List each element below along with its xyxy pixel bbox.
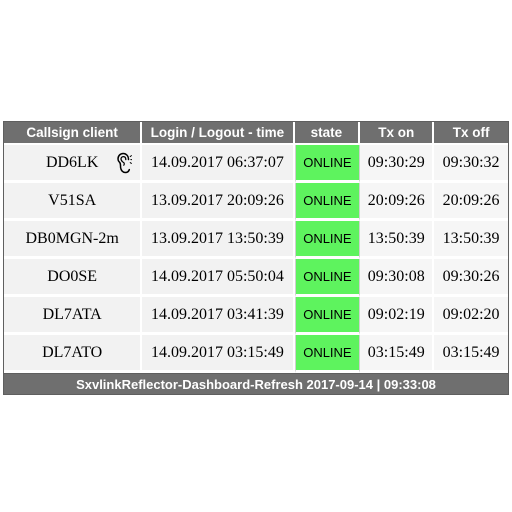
tx-on-cell: 13:50:39 bbox=[360, 221, 435, 259]
table-row: DD6LK 14.09.2017 06:37:07 ONLINE 09:30:2… bbox=[4, 145, 508, 183]
callsign-cell: DD6LK bbox=[4, 145, 143, 183]
tx-off-cell: 20:09:26 bbox=[434, 183, 508, 221]
callsign-text: DD6LK bbox=[45, 153, 99, 171]
tx-off-cell: 09:30:26 bbox=[434, 259, 508, 297]
tx-off-cell: 13:50:39 bbox=[434, 221, 508, 259]
dashboard-refresh-footer: SxvlinkReflector-Dashboard-Refresh 2017-… bbox=[4, 373, 508, 394]
state-online-badge: ONLINE bbox=[294, 145, 361, 183]
reflector-dashboard-table: Callsign client Login / Logout - time st… bbox=[3, 121, 509, 395]
state-online-badge: ONLINE bbox=[294, 297, 361, 335]
tx-off-cell: 09:02:20 bbox=[434, 297, 508, 335]
tx-on-cell: 20:09:26 bbox=[360, 183, 435, 221]
ear-icon bbox=[117, 152, 133, 173]
state-online-badge: ONLINE bbox=[294, 335, 361, 373]
header-row: Callsign client Login / Logout - time st… bbox=[4, 122, 508, 145]
header-callsign: Callsign client bbox=[4, 122, 143, 145]
state-online-badge: ONLINE bbox=[294, 259, 361, 297]
footer-row: SxvlinkReflector-Dashboard-Refresh 2017-… bbox=[4, 373, 508, 394]
callsign-cell: DL7ATA bbox=[4, 297, 143, 335]
callsign-cell: DL7ATO bbox=[4, 335, 143, 373]
table-row: DO0SE 14.09.2017 05:50:04 ONLINE 09:30:0… bbox=[4, 259, 508, 297]
table-row: DB0MGN-2m 13.09.2017 13:50:39 ONLINE 13:… bbox=[4, 221, 508, 259]
callsign-cell: V51SA bbox=[4, 183, 143, 221]
header-login-logout-time: Login / Logout - time bbox=[142, 122, 295, 145]
login-time-cell: 14.09.2017 03:15:49 bbox=[142, 335, 295, 373]
header-tx-on: Tx on bbox=[360, 122, 435, 145]
table-row: DL7ATO 14.09.2017 03:15:49 ONLINE 03:15:… bbox=[4, 335, 508, 373]
tx-on-cell: 03:15:49 bbox=[360, 335, 435, 373]
login-time-cell: 14.09.2017 05:50:04 bbox=[142, 259, 295, 297]
table-row: V51SA 13.09.2017 20:09:26 ONLINE 20:09:2… bbox=[4, 183, 508, 221]
header-tx-off: Tx off bbox=[434, 122, 508, 145]
state-online-badge: ONLINE bbox=[294, 221, 361, 259]
tx-on-cell: 09:30:29 bbox=[360, 145, 435, 183]
table-row: DL7ATA 14.09.2017 03:41:39 ONLINE 09:02:… bbox=[4, 297, 508, 335]
login-time-cell: 14.09.2017 03:41:39 bbox=[142, 297, 295, 335]
header-state: state bbox=[294, 122, 361, 145]
tx-off-cell: 09:30:32 bbox=[434, 145, 508, 183]
tx-on-cell: 09:02:19 bbox=[360, 297, 435, 335]
callsign-cell: DB0MGN-2m bbox=[4, 221, 143, 259]
tx-on-cell: 09:30:08 bbox=[360, 259, 435, 297]
login-time-cell: 13.09.2017 20:09:26 bbox=[142, 183, 295, 221]
tx-off-cell: 03:15:49 bbox=[434, 335, 508, 373]
login-time-cell: 14.09.2017 06:37:07 bbox=[142, 145, 295, 183]
callsign-cell: DO0SE bbox=[4, 259, 143, 297]
state-online-badge: ONLINE bbox=[294, 183, 361, 221]
login-time-cell: 13.09.2017 13:50:39 bbox=[142, 221, 295, 259]
